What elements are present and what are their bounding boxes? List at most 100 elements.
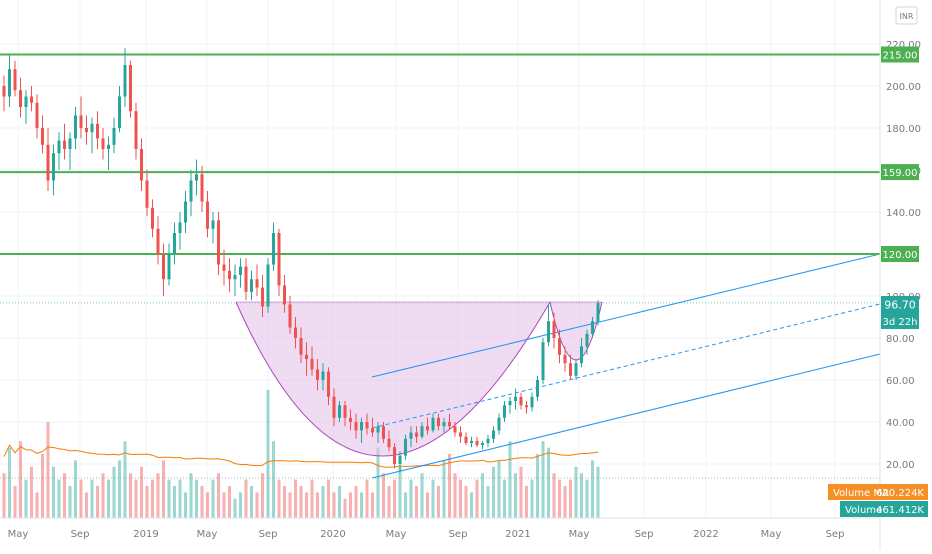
volume-bar <box>458 479 463 518</box>
volume-bar <box>464 486 468 518</box>
candle-body <box>51 153 56 181</box>
volume-bar <box>238 492 243 518</box>
volume-bar <box>387 486 391 518</box>
resistance-label: 215.00 <box>883 51 918 62</box>
candle-body <box>414 432 419 437</box>
volume-bar <box>365 479 369 518</box>
candle-body <box>376 426 380 433</box>
candle-body <box>475 440 479 446</box>
volume-bar <box>244 479 248 518</box>
volume-bar <box>293 479 298 518</box>
candle-body <box>13 69 17 91</box>
volume-bar <box>332 492 336 518</box>
volume-bar <box>497 460 501 518</box>
volume-ma-label: Volume MA <box>833 488 889 499</box>
volume-bar <box>18 441 23 518</box>
volume-bar <box>112 466 116 518</box>
currency-badge[interactable]: INR <box>895 6 918 25</box>
channel-lower-line <box>371 353 881 479</box>
candle-body <box>442 422 446 427</box>
candle-body <box>381 426 386 439</box>
channel-middle-line <box>371 303 881 429</box>
currency-badge-box[interactable] <box>895 6 918 25</box>
volume-bar <box>95 486 100 518</box>
volume-bars <box>2 390 600 518</box>
volume-bar <box>431 479 435 518</box>
volume-bar <box>189 473 193 518</box>
volume-bar <box>359 492 364 518</box>
candle-body <box>238 266 243 275</box>
volume-bar <box>491 466 496 518</box>
volume-bar <box>35 492 39 518</box>
candle-body <box>233 275 237 280</box>
volume-bar <box>420 473 424 518</box>
cup-pattern <box>235 301 603 457</box>
volume-bar <box>46 422 50 518</box>
candle-body <box>90 123 94 133</box>
cup-curve <box>235 301 551 457</box>
candle-body <box>552 321 556 338</box>
volume-bar <box>535 454 540 518</box>
candle-body <box>431 417 435 431</box>
volume-bar <box>508 441 512 518</box>
volume-bar <box>502 479 507 518</box>
volume-bar <box>381 473 386 518</box>
volume-ma-value: 620.224K <box>876 488 924 499</box>
candle-body <box>227 270 232 280</box>
candle-body <box>524 405 529 408</box>
candle-body <box>398 455 402 464</box>
candle-body <box>337 405 342 418</box>
candle-body <box>288 304 292 328</box>
candle-body <box>62 140 67 149</box>
candle-body <box>73 115 78 139</box>
candle-body <box>18 90 23 107</box>
candle-body <box>585 333 589 347</box>
volume-ma-path <box>3 444 599 468</box>
volume-bar <box>172 486 177 518</box>
time-tick-label: Sep <box>449 529 468 540</box>
candle-body <box>260 287 265 307</box>
candle-body <box>513 396 518 401</box>
volume-ma-box <box>828 484 928 500</box>
volume-bar <box>530 479 534 518</box>
volume-bar <box>354 486 358 518</box>
volume-bar <box>178 479 182 518</box>
volume-bar <box>486 486 490 518</box>
candle-body <box>2 86 6 97</box>
volume-bar <box>398 466 402 518</box>
cup-fill <box>236 302 550 456</box>
volume-bar <box>150 479 155 518</box>
volume-bar <box>79 479 83 518</box>
candle-body <box>101 138 105 149</box>
resistance-label: 120.00 <box>883 250 918 261</box>
candle-body <box>205 201 210 229</box>
candle-body <box>123 65 127 97</box>
candle-body <box>29 96 34 103</box>
volume-bar <box>249 486 254 518</box>
volume-bar <box>260 473 265 518</box>
volume-bar <box>7 447 12 518</box>
candle-body <box>194 174 199 181</box>
time-axis[interactable]: May Sep 2019 May Sep 2020 May Sep 2021 May Sep 2022… <box>8 529 845 540</box>
candle-body <box>134 111 138 149</box>
volume-bar <box>40 454 45 518</box>
volume-bar <box>233 498 237 518</box>
currency-label: INR <box>900 12 914 21</box>
volume-bar <box>348 492 353 518</box>
volume-bar <box>596 466 600 518</box>
candle-body <box>244 266 248 292</box>
time-tick-label: Sep <box>71 529 90 540</box>
candle-body <box>326 371 331 397</box>
volume-bar <box>425 492 430 518</box>
volume-bar <box>123 441 127 518</box>
volume-bar <box>326 479 331 518</box>
candle-body <box>447 422 452 427</box>
candle-body <box>310 359 314 370</box>
volume-bar <box>145 486 149 518</box>
candle-body <box>178 222 182 233</box>
candle-body <box>211 220 215 229</box>
candle-body <box>249 279 254 292</box>
